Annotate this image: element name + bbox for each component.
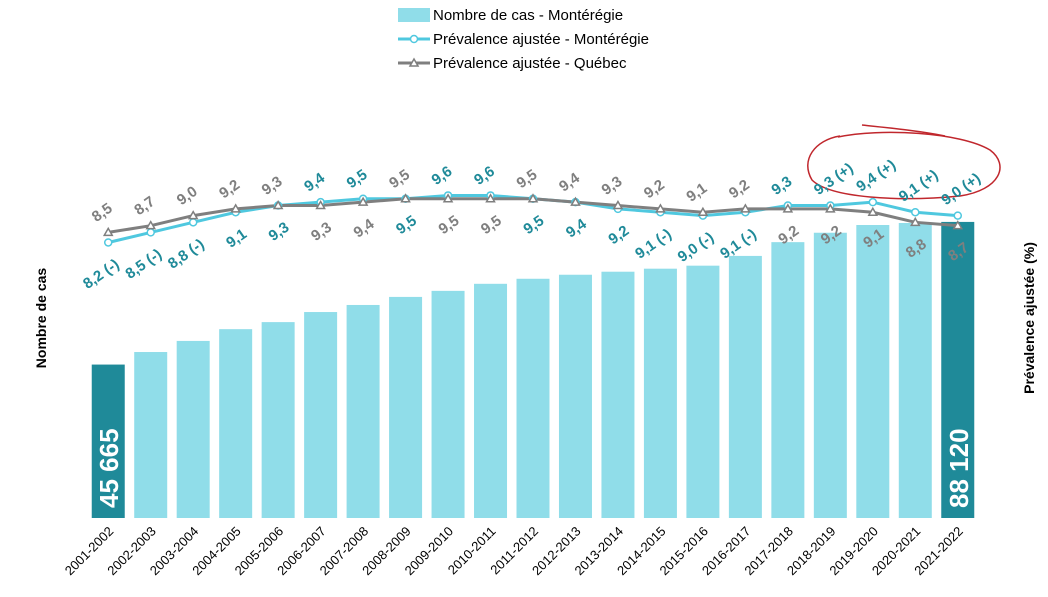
line-marker	[187, 210, 199, 220]
line-value-label: 9,4	[556, 169, 583, 195]
line-marker	[442, 193, 454, 203]
line-marker	[315, 200, 326, 210]
line-value-label: 9,0 (+)	[938, 170, 984, 209]
line-value-label: 9,3 (+)	[811, 160, 857, 199]
line-marker	[145, 220, 157, 230]
line-value-label: 8,8 (-)	[165, 236, 208, 273]
line-value-label: 9,3	[266, 219, 293, 245]
line-value-label: 9,2	[605, 222, 632, 248]
line-marker	[272, 200, 284, 210]
line-value-label: 9,3	[598, 173, 625, 199]
line-marker	[867, 206, 879, 216]
bar	[389, 296, 423, 518]
legend-label: Prévalence ajustée - Québec	[433, 55, 627, 72]
bar	[219, 329, 253, 518]
bar	[304, 312, 338, 518]
line-value-label: 9,5	[514, 166, 541, 192]
line-value-label: 9,5	[344, 166, 371, 192]
line-marker	[782, 203, 794, 213]
line-marker	[911, 207, 920, 217]
line-value-label: 9,0 (-)	[675, 229, 718, 266]
bar	[771, 242, 805, 519]
bar	[261, 322, 295, 518]
bar	[346, 304, 380, 518]
bar	[516, 278, 550, 518]
line-value-label: 9,1 (+)	[896, 166, 942, 205]
bar	[474, 283, 508, 518]
line-marker	[230, 203, 241, 213]
bar	[431, 290, 465, 518]
line-marker	[102, 226, 114, 237]
annotation-stroke	[861, 124, 946, 137]
y-axis-label: Nombre de cas	[33, 268, 49, 369]
bar	[898, 222, 932, 518]
bar	[601, 271, 635, 518]
bar	[176, 340, 210, 518]
bar-value-label: 45 665	[94, 428, 124, 508]
line-value-label: 9,3	[259, 173, 286, 199]
bar	[813, 232, 847, 518]
bar	[91, 364, 125, 518]
line-value-label: 9,5	[520, 212, 547, 238]
line-value-label: 9,3	[768, 173, 795, 199]
line-value-label: 8,7	[131, 193, 158, 219]
line-marker	[400, 193, 411, 203]
legend-marker	[409, 34, 419, 44]
bar	[643, 268, 677, 518]
line-value-label: 9,5	[436, 212, 463, 238]
line-marker	[103, 238, 113, 247]
line-marker	[357, 196, 369, 206]
line-marker	[570, 196, 581, 206]
legend-marker	[408, 57, 420, 67]
line-value-label: 9,2	[726, 176, 753, 202]
line-marker	[952, 220, 964, 230]
bar	[856, 225, 890, 518]
line-value-label: 9,0	[174, 183, 201, 209]
line-marker	[825, 203, 836, 213]
line-value-label: 9,4	[301, 169, 328, 195]
line-value-label: 9,5	[393, 212, 420, 238]
y2-axis-label: Prévalence ajustée (%)	[1021, 242, 1037, 394]
bar	[134, 352, 168, 518]
line-value-label: 8,5	[89, 200, 116, 226]
line-marker	[612, 200, 624, 210]
line-marker	[485, 193, 496, 203]
legend-label: Prévalence ajustée - Montérégie	[433, 31, 649, 48]
bar	[941, 221, 975, 518]
bar	[686, 265, 720, 518]
line-value-label: 9,4	[351, 215, 378, 241]
annotation-circle	[807, 131, 1001, 200]
line-marker	[953, 211, 963, 220]
line-value-label: 9,6	[429, 163, 456, 189]
line-value-label: 9,1	[223, 226, 250, 252]
line-value-label: 9,1 (-)	[632, 226, 675, 263]
bar	[558, 274, 592, 518]
line-value-label: 9,5	[386, 166, 413, 192]
bar-value-label: 88 120	[944, 428, 974, 508]
line-marker	[188, 218, 198, 227]
line-value-label: 8,2 (-)	[80, 256, 123, 293]
line-value-label: 9,2	[216, 176, 243, 202]
legend-label: Nombre de cas - Montérégie	[433, 7, 623, 24]
line-value-label: 9,6	[471, 163, 498, 189]
line-marker	[909, 216, 921, 227]
line-marker	[740, 203, 751, 213]
line-marker	[868, 197, 878, 207]
line-value-label: 9,3	[308, 219, 335, 245]
line-marker	[697, 206, 709, 216]
line-marker	[527, 193, 539, 203]
line-value-label: 9,4	[563, 215, 590, 241]
legend-swatch	[398, 8, 430, 22]
bar	[728, 255, 762, 519]
line-value-label: 9,4 (+)	[853, 156, 899, 195]
line-value-label: 8,5 (-)	[122, 246, 165, 283]
line-value-label: 9,5	[478, 212, 505, 238]
line-marker	[146, 228, 155, 237]
line-value-label: 9,2	[641, 176, 668, 202]
line-value-label: 9,1	[683, 180, 710, 206]
line-marker	[655, 203, 666, 213]
